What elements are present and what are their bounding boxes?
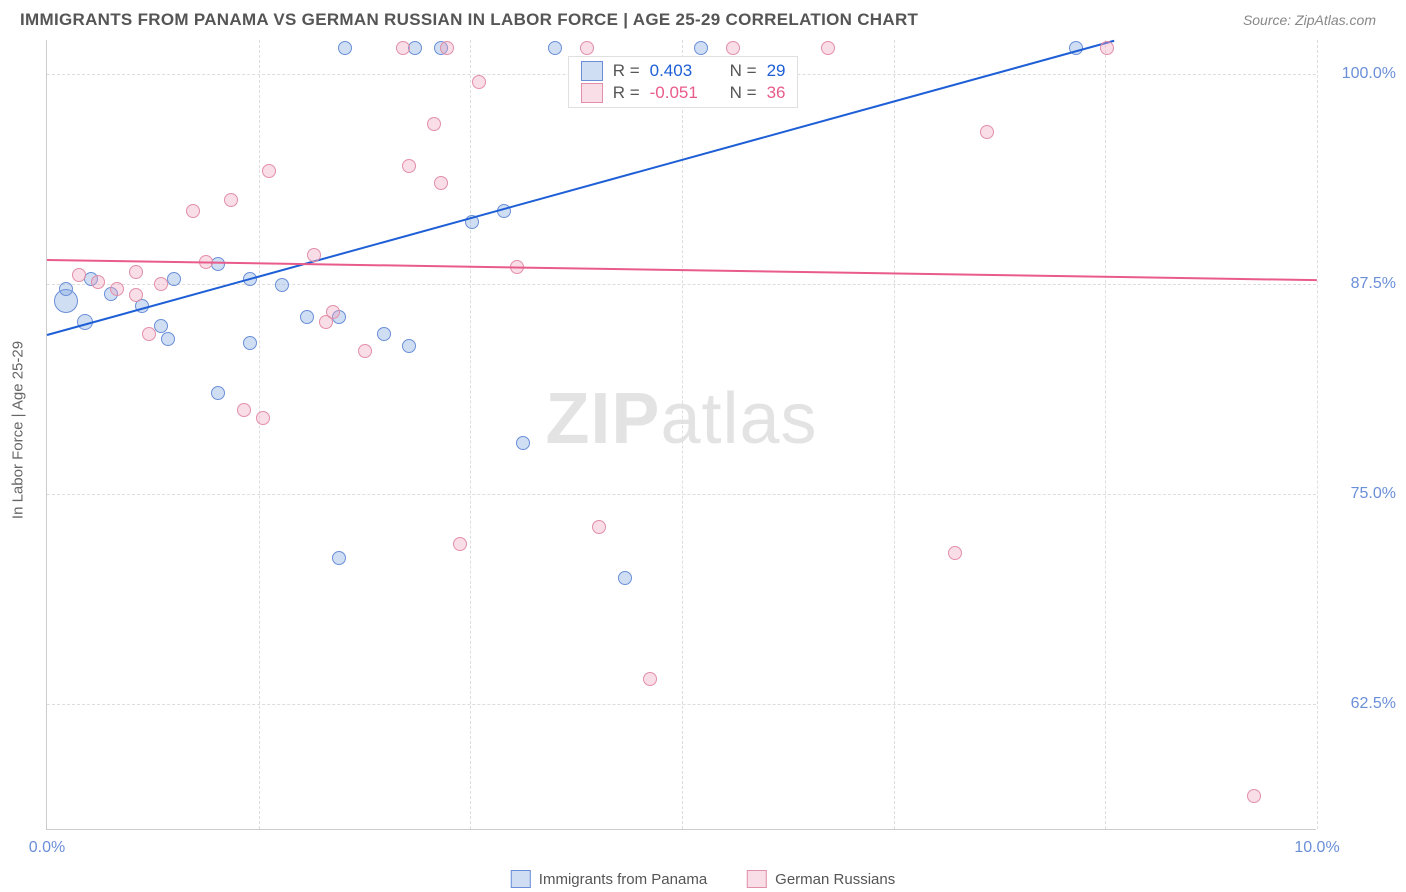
gridline-vertical — [259, 40, 260, 829]
data-point-german — [129, 265, 143, 279]
data-point-german — [440, 41, 454, 55]
data-point-panama — [154, 319, 168, 333]
data-point-german — [580, 41, 594, 55]
data-point-german — [821, 41, 835, 55]
data-point-panama — [332, 551, 346, 565]
legend-label: German Russians — [775, 871, 895, 888]
data-point-panama — [338, 41, 352, 55]
stats-n-value: 29 — [767, 61, 786, 81]
scatter-chart: ZIPatlas 62.5%75.0%87.5%100.0%0.0%10.0%R… — [46, 40, 1316, 830]
data-point-panama — [59, 282, 73, 296]
y-tick-label: 75.0% — [1326, 485, 1396, 503]
legend-swatch — [747, 870, 767, 888]
y-tick-label: 62.5% — [1326, 695, 1396, 713]
data-point-panama — [243, 336, 257, 350]
watermark-part2: atlas — [660, 379, 817, 459]
data-point-panama — [167, 272, 181, 286]
data-point-panama — [377, 327, 391, 341]
data-point-german — [948, 546, 962, 560]
y-tick-label: 100.0% — [1326, 65, 1396, 83]
stats-row-german: R = -0.051 N = 36 — [581, 83, 786, 103]
legend-item: Immigrants from Panama — [511, 870, 707, 888]
data-point-panama — [548, 41, 562, 55]
data-point-panama — [408, 41, 422, 55]
data-point-panama — [300, 310, 314, 324]
legend-swatch — [511, 870, 531, 888]
data-point-german — [110, 282, 124, 296]
gridline-vertical — [1105, 40, 1106, 829]
stats-n-value: 36 — [767, 83, 786, 103]
data-point-panama — [161, 332, 175, 346]
stats-r-label: R = — [613, 83, 640, 103]
data-point-german — [980, 125, 994, 139]
stats-r-value: -0.051 — [650, 83, 720, 103]
data-point-panama — [211, 386, 225, 400]
data-point-german — [262, 164, 276, 178]
data-point-german — [592, 520, 606, 534]
data-point-german — [307, 248, 321, 262]
source-attribution: Source: ZipAtlas.com — [1243, 12, 1376, 28]
data-point-german — [1100, 41, 1114, 55]
data-point-panama — [618, 571, 632, 585]
bottom-legend: Immigrants from Panama German Russians — [511, 870, 895, 888]
data-point-german — [142, 327, 156, 341]
data-point-german — [453, 537, 467, 551]
data-point-german — [72, 268, 86, 282]
data-point-german — [472, 75, 486, 89]
legend-label: Immigrants from Panama — [539, 871, 707, 888]
data-point-german — [1247, 789, 1261, 803]
watermark-part1: ZIP — [545, 379, 660, 459]
data-point-german — [434, 176, 448, 190]
legend-item: German Russians — [747, 870, 895, 888]
data-point-german — [396, 41, 410, 55]
gridline-vertical — [894, 40, 895, 829]
data-point-german — [643, 672, 657, 686]
data-point-german — [427, 117, 441, 131]
correlation-stats-box: R = 0.403 N = 29 R = -0.051 N = 36 — [568, 56, 799, 108]
y-tick-label: 87.5% — [1326, 275, 1396, 293]
stats-swatch — [581, 83, 603, 103]
data-point-german — [326, 305, 340, 319]
data-point-german — [237, 403, 251, 417]
data-point-panama — [275, 278, 289, 292]
data-point-panama — [402, 339, 416, 353]
data-point-german — [402, 159, 416, 173]
gridline-vertical — [470, 40, 471, 829]
y-axis-title: In Labor Force | Age 25-29 — [10, 341, 27, 519]
data-point-german — [256, 411, 270, 425]
x-tick-label: 0.0% — [29, 839, 65, 857]
stats-swatch — [581, 61, 603, 81]
data-point-german — [154, 277, 168, 291]
stats-n-label: N = — [730, 61, 757, 81]
stats-r-value: 0.403 — [650, 61, 720, 81]
stats-n-label: N = — [730, 83, 757, 103]
data-point-german — [91, 275, 105, 289]
x-tick-label: 10.0% — [1294, 839, 1339, 857]
data-point-panama — [516, 436, 530, 450]
chart-header: IMMIGRANTS FROM PANAMA VS GERMAN RUSSIAN… — [0, 0, 1406, 36]
data-point-german — [358, 344, 372, 358]
data-point-german — [186, 204, 200, 218]
chart-title: IMMIGRANTS FROM PANAMA VS GERMAN RUSSIAN… — [20, 10, 918, 30]
data-point-german — [224, 193, 238, 207]
stats-r-label: R = — [613, 61, 640, 81]
data-point-german — [129, 288, 143, 302]
stats-row-panama: R = 0.403 N = 29 — [581, 61, 786, 81]
data-point-german — [726, 41, 740, 55]
gridline-vertical — [1317, 40, 1318, 829]
data-point-panama — [694, 41, 708, 55]
